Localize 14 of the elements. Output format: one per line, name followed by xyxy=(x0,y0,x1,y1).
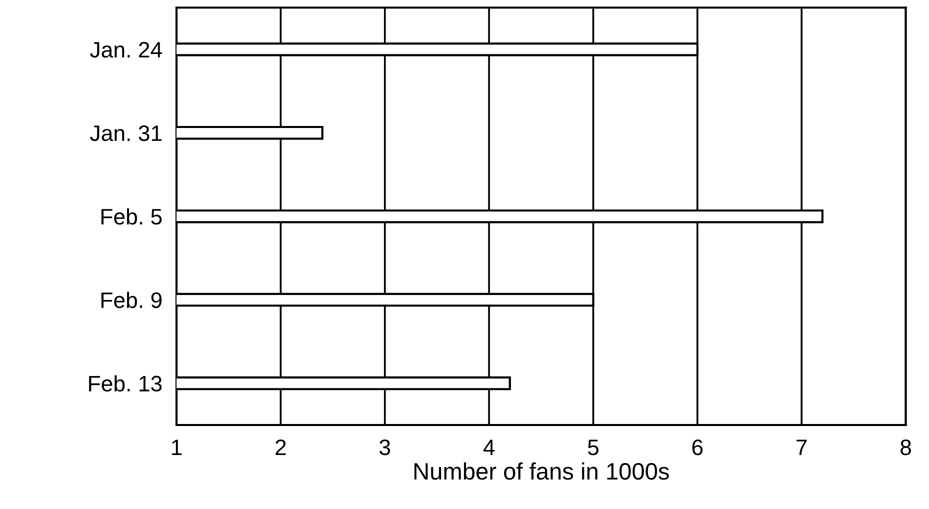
x-tick-label: 7 xyxy=(796,440,807,456)
x-tick-label: 3 xyxy=(380,439,390,456)
x-tick-label: 2 xyxy=(276,439,286,456)
y-tick-label: Jan. 24 xyxy=(90,42,162,58)
y-tick-label: Feb. 5 xyxy=(101,208,162,225)
x-axis-title: Number of fans in 1000s xyxy=(414,462,669,480)
x-tick-label: 1 xyxy=(172,440,182,456)
x-tick-label: 8 xyxy=(900,439,911,456)
y-tick-label: Feb. 13 xyxy=(89,375,162,392)
y-tick-label: Feb. 9 xyxy=(101,292,162,308)
x-tick-label: 4 xyxy=(483,440,495,456)
y-tick-label: Jan. 31 xyxy=(90,125,162,142)
x-tick-label: 6 xyxy=(692,439,703,456)
x-tick-label: 5 xyxy=(588,440,598,456)
